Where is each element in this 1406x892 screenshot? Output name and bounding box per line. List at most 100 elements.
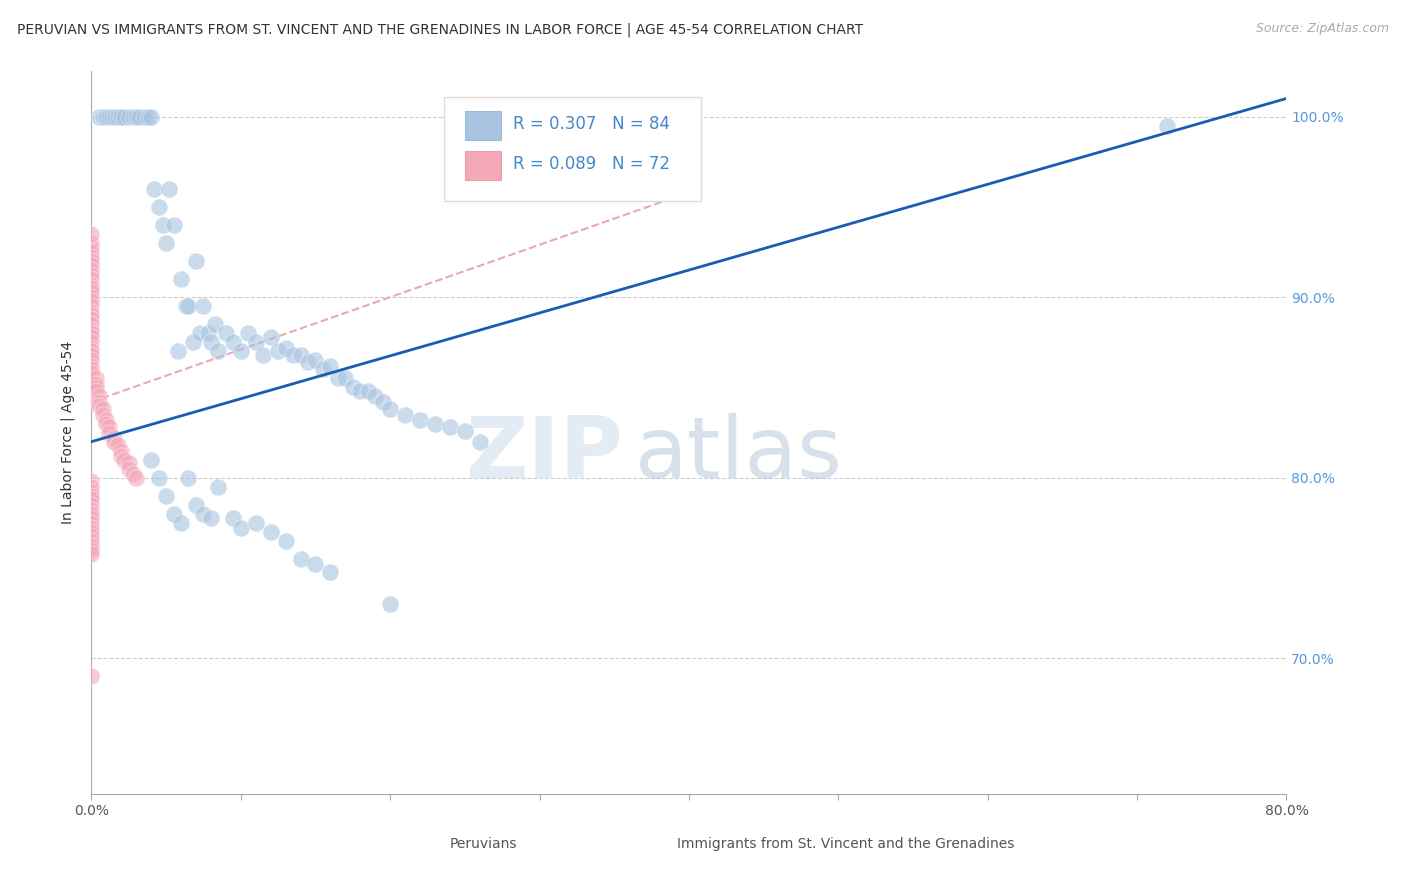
Point (80, 492, 103, 507)
Point (371, 395, 394, 409)
Point (162, 507, 184, 521)
Point (80, 543, 103, 558)
Point (80, 366, 103, 380)
Point (200, 510, 222, 524)
Text: Immigrants from St. Vincent and the Grenadines: Immigrants from St. Vincent and the Gren… (678, 838, 1014, 852)
Point (98, 425, 121, 440)
Point (229, 344, 252, 359)
Point (141, 110, 163, 124)
Point (80, 235, 103, 250)
Point (80, 475, 103, 489)
Point (96, 110, 118, 124)
Text: Source: ZipAtlas.com: Source: ZipAtlas.com (1256, 22, 1389, 36)
Point (118, 462, 141, 476)
Point (80, 669, 103, 683)
Point (148, 200, 170, 214)
Point (207, 344, 229, 359)
Point (155, 489, 177, 503)
Point (380, 597, 402, 611)
Point (143, 182, 166, 196)
Point (141, 452, 163, 467)
Point (80, 318, 103, 332)
Point (87, 110, 110, 124)
Point (190, 326, 212, 341)
Point (184, 498, 207, 512)
Point (197, 326, 219, 341)
Point (281, 348, 304, 362)
Point (200, 335, 222, 350)
Text: Peruvians: Peruvians (450, 838, 517, 852)
Point (177, 471, 200, 485)
Point (259, 330, 281, 344)
Point (87, 395, 110, 409)
Point (125, 471, 148, 485)
Point (80, 341, 103, 355)
Point (468, 434, 491, 449)
Point (96, 417, 118, 431)
Point (245, 516, 267, 530)
Point (80, 308, 103, 322)
Text: R = 0.089   N = 72: R = 0.089 N = 72 (513, 155, 671, 173)
Point (80, 326, 103, 341)
Point (80, 353, 103, 368)
Point (80, 285, 103, 299)
Point (364, 390, 387, 404)
Point (80, 299, 103, 313)
Point (80, 516, 103, 530)
Point (394, 408, 416, 422)
Point (84, 384, 107, 398)
Point (215, 326, 238, 341)
Point (112, 452, 135, 467)
Point (96, 413, 118, 427)
Point (93, 408, 115, 422)
Point (80, 244, 103, 259)
Point (181, 335, 204, 350)
Point (238, 326, 260, 341)
Point (80, 258, 103, 272)
Point (107, 110, 129, 124)
Point (319, 359, 342, 373)
Point (454, 424, 477, 438)
Point (80, 254, 103, 268)
Point (409, 413, 432, 427)
Point (162, 218, 184, 232)
Point (110, 449, 132, 463)
Point (80, 293, 103, 308)
Point (222, 335, 245, 350)
Point (80, 281, 103, 295)
Point (167, 344, 190, 359)
Point (304, 353, 326, 368)
Point (80, 251, 103, 265)
FancyBboxPatch shape (444, 96, 700, 202)
Point (290, 552, 312, 566)
Point (267, 344, 290, 359)
Point (207, 480, 229, 494)
Point (103, 434, 125, 449)
Point (110, 443, 132, 458)
Point (80, 524, 103, 539)
Point (118, 110, 141, 124)
Point (80, 311, 103, 326)
Point (80, 277, 103, 292)
Point (157, 182, 180, 196)
Point (93, 402, 115, 417)
Point (80, 521, 103, 535)
Point (110, 110, 132, 124)
Point (80, 304, 103, 318)
Point (112, 110, 135, 124)
Point (80, 330, 103, 344)
Point (80, 272, 103, 286)
FancyBboxPatch shape (465, 112, 502, 140)
Point (342, 380, 364, 394)
Point (380, 402, 402, 417)
Point (326, 371, 349, 385)
Point (80, 528, 103, 542)
Point (122, 467, 145, 482)
Point (84, 376, 107, 391)
Point (80, 227, 103, 241)
Point (423, 417, 446, 431)
Point (84, 380, 107, 394)
Point (80, 263, 103, 277)
Point (259, 524, 281, 539)
Point (136, 110, 159, 124)
